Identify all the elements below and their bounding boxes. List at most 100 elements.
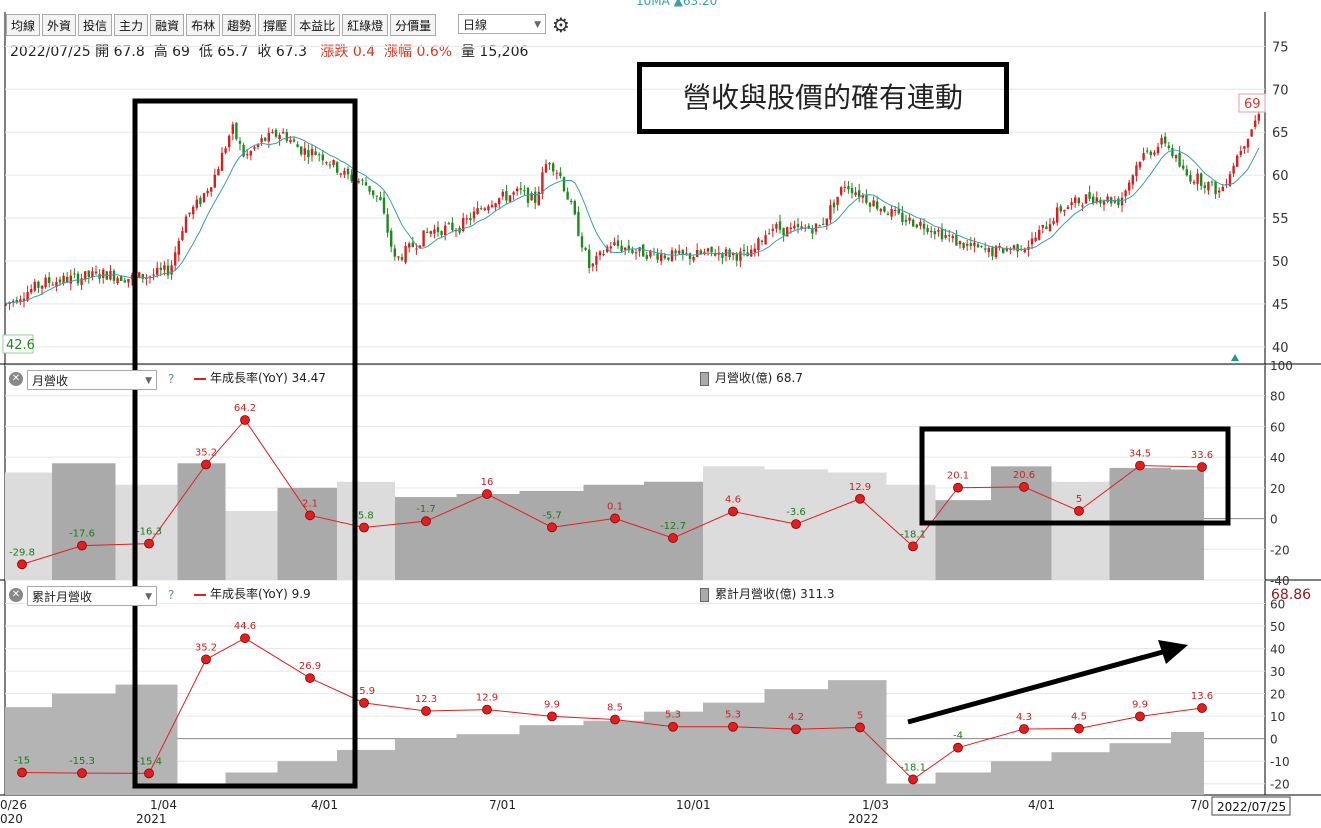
candle-body: [1034, 237, 1037, 241]
legend-revenue-text: 月營收(億) 68.7: [715, 371, 803, 385]
volume-value: 15,206: [479, 44, 529, 60]
toolbar-button-1[interactable]: 外資: [42, 14, 77, 36]
candle-body: [634, 252, 638, 254]
toolbar-button-8[interactable]: 本益比: [294, 14, 341, 36]
candle-body: [890, 208, 893, 217]
close-icon[interactable]: ✕: [9, 372, 23, 386]
period-select[interactable]: 日線 ▼: [458, 14, 546, 34]
candle-body: [897, 208, 900, 214]
indicator-select-cumulative[interactable]: 累計月營收 ▼: [27, 586, 157, 606]
candle-body: [800, 226, 803, 230]
candle-body: [469, 218, 472, 221]
close-icon[interactable]: ✕: [9, 588, 23, 602]
candle-body: [595, 256, 598, 265]
candle-body: [811, 229, 814, 234]
yoy-data-label: -4: [953, 731, 963, 742]
indicator-select-value: 累計月營收: [32, 590, 93, 604]
help-icon[interactable]: ?: [168, 372, 175, 386]
yoy-point: [1019, 724, 1029, 734]
line-swatch: [194, 377, 206, 380]
candle-body: [1246, 138, 1250, 148]
toolbar-button-10[interactable]: 分價量: [390, 14, 437, 36]
yoy-data-label: 12.9: [476, 693, 498, 704]
gear-icon[interactable]: ⚙: [552, 13, 570, 37]
candle-body: [1070, 202, 1073, 206]
candle-body: [829, 205, 832, 220]
y-tick-label: 30: [1270, 665, 1285, 679]
candle-body: [555, 172, 558, 174]
candle-body: [22, 298, 26, 301]
y-tick-label: 80: [1270, 390, 1285, 404]
indicator-toolbar: 均線 外資 投信 主力 融資 布林 趨勢 撐壓 本益比 紅綠燈 分價量: [6, 14, 437, 36]
candle-body: [976, 244, 980, 248]
y-tick-label: -20: [1270, 778, 1290, 792]
x-tick-label: 1/03: [862, 798, 889, 812]
toolbar-button-3[interactable]: 主力: [114, 14, 149, 36]
revenue-bar: [277, 487, 337, 580]
candle-body: [598, 251, 602, 256]
revenue-bars-2: [5, 463, 1204, 580]
toolbar-button-9[interactable]: 紅綠燈: [342, 14, 389, 36]
yoy-point: [610, 513, 620, 524]
candle-body: [940, 228, 944, 240]
toolbar-button-2[interactable]: 投信: [78, 14, 113, 36]
candle-body: [742, 249, 746, 252]
revenue-bar: [1051, 481, 1110, 580]
yoy-point: [791, 724, 801, 735]
candle-body: [1045, 226, 1048, 229]
candle-body: [710, 246, 713, 253]
y-tick-label: 0: [1270, 733, 1278, 747]
candle-body: [1174, 155, 1178, 159]
candle-body: [984, 248, 987, 250]
candle-body: [451, 222, 454, 231]
candle-body: [51, 284, 54, 286]
candle-body: [735, 253, 738, 261]
yoy-data-label: 13.6: [1191, 691, 1213, 702]
indicator-select-monthly[interactable]: 月營收 ▼: [27, 370, 157, 390]
candle-body: [645, 255, 648, 259]
toolbar-button-4[interactable]: 融資: [150, 14, 185, 36]
candle-body: [55, 281, 58, 287]
candle-body: [1210, 181, 1214, 183]
pct-label: 漲幅: [384, 44, 413, 60]
toolbar-button-0[interactable]: 均線: [6, 14, 41, 36]
candle-body: [120, 276, 123, 282]
candle-body: [202, 193, 206, 203]
candle-body: [415, 248, 418, 250]
yoy-data-label: 64.2: [234, 403, 256, 414]
candle-body: [264, 137, 267, 141]
legend-cum-yoy: 年成長率(YoY) 9.9: [194, 585, 311, 602]
chevron-down-icon: ▼: [145, 592, 152, 602]
candle-body: [865, 195, 868, 203]
help-icon[interactable]: ?: [168, 588, 175, 602]
candle-body: [192, 206, 195, 215]
yoy-point: [240, 415, 250, 425]
yoy-point: [728, 506, 738, 517]
toolbar-button-5[interactable]: 布林: [186, 14, 221, 36]
candle-body: [15, 299, 18, 303]
candle-body: [922, 223, 926, 229]
candle-body: [915, 224, 918, 228]
candle-body: [372, 190, 375, 196]
candle-body: [87, 270, 90, 277]
yoy-point: [791, 519, 801, 529]
candle-body: [886, 213, 890, 215]
candle-body: [901, 212, 904, 223]
candle-body: [228, 135, 231, 148]
toolbar-button-6[interactable]: 趨勢: [222, 14, 257, 36]
yoy-point: [1019, 482, 1029, 492]
revenue-bar: [115, 684, 178, 795]
candle-body: [1117, 198, 1120, 206]
toolbar-button-7[interactable]: 撐壓: [258, 14, 293, 36]
x-year-label: 2021: [136, 812, 167, 826]
candle-body: [1228, 174, 1232, 187]
yoy-data-label: -18.1: [900, 529, 926, 540]
candle-body: [858, 190, 861, 198]
candle-body: [498, 198, 501, 205]
candle-body: [307, 150, 310, 158]
x-tick-label: 7/0: [1190, 798, 1209, 812]
yoy-data-label: 8.5: [607, 703, 623, 714]
yoy-data-label: -29.8: [9, 547, 35, 558]
period-select-value: 日線: [463, 18, 488, 32]
ma-label: 10MA ▲63.20: [636, 0, 718, 8]
